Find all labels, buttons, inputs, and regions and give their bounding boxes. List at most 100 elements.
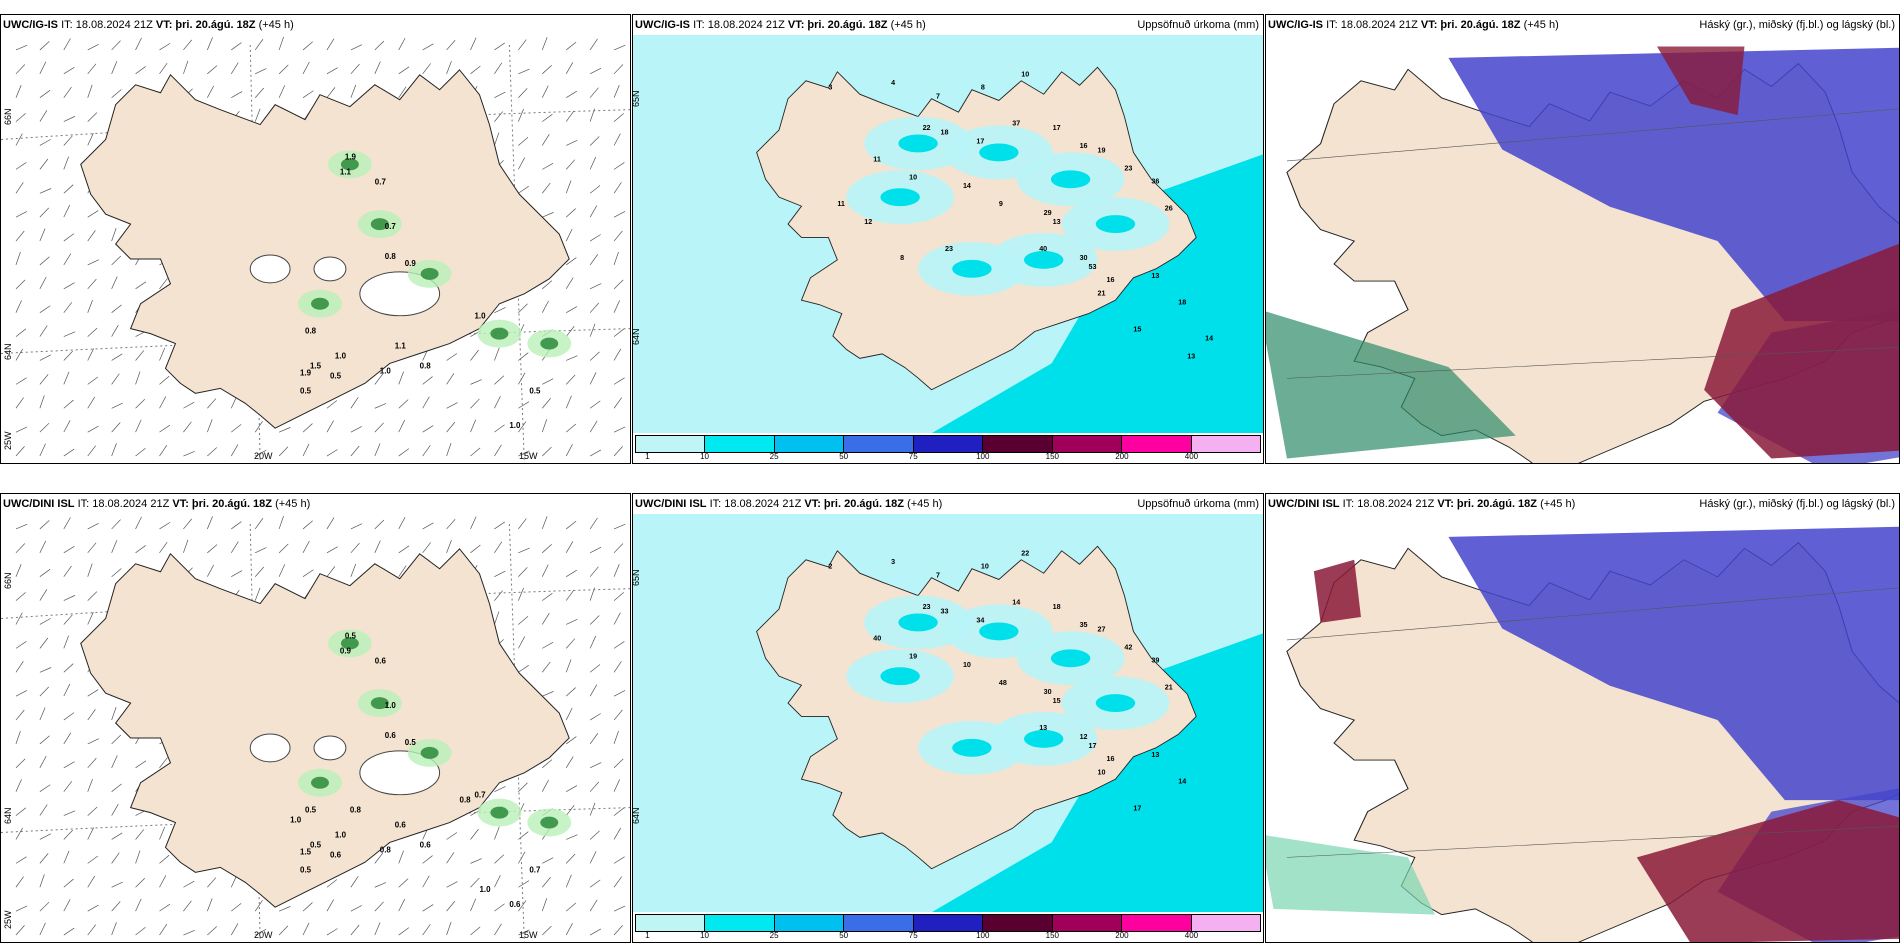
wind-barb [542, 592, 553, 601]
wind-barb [565, 41, 577, 51]
wind-barb [87, 924, 97, 936]
wind-barb [302, 90, 314, 98]
wind-barb [278, 906, 291, 912]
init-time: IT: 18.08.2024 21Z [1342, 498, 1435, 510]
wind-barb [541, 564, 549, 577]
wind-barb [326, 420, 334, 433]
wind-barb [541, 779, 549, 792]
wind-barb [254, 899, 263, 912]
wind-barb [183, 60, 189, 74]
wind-barb [326, 38, 335, 51]
wind-barb [159, 43, 171, 51]
legend-tick-label: 10 [700, 452, 709, 461]
wind-barb [446, 832, 458, 840]
precip-core [1095, 215, 1136, 234]
wind-barb [542, 857, 554, 864]
panel-header: UWC/DINI ISL IT: 18.08.2024 21Z VT: þri.… [1, 494, 630, 514]
wind-barb [494, 307, 506, 314]
legend-swatch [705, 436, 775, 452]
rain-core [540, 816, 559, 829]
wind-barb [494, 903, 505, 912]
legend-swatch [636, 915, 706, 931]
wind-barb [613, 348, 622, 361]
wind-barb [589, 899, 598, 912]
wind-barb [422, 445, 431, 457]
panel-header: UWC/DINI ISL IT: 18.08.2024 21Z VT: þri.… [1266, 494, 1899, 514]
wind-barb [111, 40, 121, 51]
wind-barb [183, 518, 192, 530]
legend-tick-label: 200 [1115, 452, 1129, 461]
wind-barb [63, 565, 72, 577]
legend-tick-label: 25 [769, 931, 779, 940]
panel-header: UWC/IG-IS IT: 18.08.2024 21Z VT: þri. 20… [1266, 15, 1899, 35]
cloud-map[interactable] [1266, 514, 1899, 942]
wind-value-label: 0.9 [405, 259, 417, 268]
wind-barb [589, 830, 600, 840]
precip-map[interactable]: 3 4 7 8 10 22 18 17 37 17 16 19 23 36 26 11 10 14 9 29 13 40 5… [633, 35, 1263, 433]
wind-value-label: 0.5 [300, 386, 312, 395]
wind-barb [542, 182, 551, 194]
wind-value-label: 1.5 [300, 847, 312, 856]
wind-map[interactable]: 1.9 1.1 0.7 0.7 0.8 0.9 1.0 0.8 1.0 1.9 1.5 1.0 0.5 0… [1, 35, 630, 463]
legend-tick-label: 50 [839, 931, 849, 940]
wind-barb [565, 756, 574, 768]
wind-barb [39, 443, 46, 457]
wind-barb [135, 66, 146, 75]
wind-barb [111, 324, 119, 337]
wind-barb [565, 257, 577, 266]
wind-barb [518, 587, 524, 601]
wind-barb [518, 518, 527, 530]
wind-barb [135, 516, 142, 530]
wind-barb [422, 63, 431, 75]
wind-barb [565, 520, 577, 530]
wind-barb [326, 400, 338, 409]
wind-barb [374, 901, 384, 912]
wind-map[interactable]: 0.5 0.9 0.6 1.0 0.6 0.5 0.7 0.5 1.0 1.5 0.5 0.8 0.6 0… [1, 514, 630, 942]
wind-barb [87, 396, 96, 409]
wind-barb [63, 184, 74, 194]
legend-swatch [913, 436, 984, 452]
wind-value-label: 0.9 [340, 646, 352, 655]
wind-barb [589, 684, 598, 697]
legend-swatches [635, 435, 1261, 453]
wind-barb [613, 300, 620, 313]
wind-barb [183, 880, 195, 888]
vt-value: þri. 20.ágú. 18Z [823, 498, 905, 510]
vt-value: þri. 20.ágú. 18Z [175, 19, 256, 31]
wind-barb [255, 68, 267, 75]
mid-cloud-area [1448, 47, 1899, 322]
precip-value-label: 3 [828, 84, 832, 92]
wind-barb [39, 110, 48, 122]
wind-barb [470, 544, 481, 554]
wind-barb [470, 898, 477, 912]
wind-barb [542, 280, 553, 290]
wind-barb [518, 303, 528, 313]
wind-barb [613, 641, 625, 649]
wind-barb [589, 517, 598, 530]
wind-barb [111, 276, 118, 289]
precip-value-label: 13 [1151, 272, 1159, 280]
wind-barb [111, 568, 122, 577]
precip-value-label: 34 [976, 616, 984, 624]
wind-barb [518, 782, 528, 792]
precip-value-label: 26 [1165, 205, 1173, 213]
wind-barb [15, 279, 26, 290]
wind-barb [278, 564, 286, 577]
wind-barb [565, 736, 577, 745]
wind-barb [254, 108, 261, 122]
panel-cloud-dini: UWC/DINI ISL IT: 18.08.2024 21Z VT: þri.… [1265, 493, 1900, 943]
wind-barb [565, 687, 576, 697]
precip-value-label: 9 [999, 200, 1003, 208]
precip-map[interactable]: 2 3 7 10 22 23 33 34 14 18 35 27 42 39 21 40 19 10 48 30 15 1… [633, 514, 1263, 912]
wind-barb [111, 783, 122, 792]
wind-barb [566, 355, 578, 361]
wind-barb [278, 515, 284, 530]
legend-swatch [774, 436, 845, 452]
wind-barb [494, 570, 506, 578]
wind-barb [541, 898, 548, 912]
precip-value-label: 18 [941, 129, 949, 137]
wind-barb [541, 419, 548, 433]
cloud-map[interactable] [1266, 35, 1899, 463]
wind-barb [494, 611, 500, 625]
wind-barb [542, 113, 553, 122]
